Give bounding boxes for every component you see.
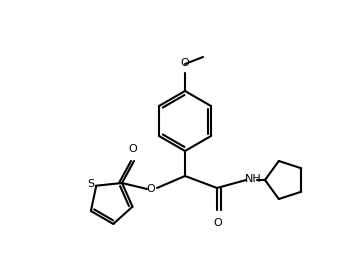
Text: S: S: [88, 179, 95, 189]
Text: NH: NH: [245, 174, 261, 184]
Text: O: O: [146, 184, 155, 194]
Text: O: O: [181, 58, 189, 68]
Text: O: O: [214, 218, 222, 228]
Text: O: O: [129, 144, 138, 154]
